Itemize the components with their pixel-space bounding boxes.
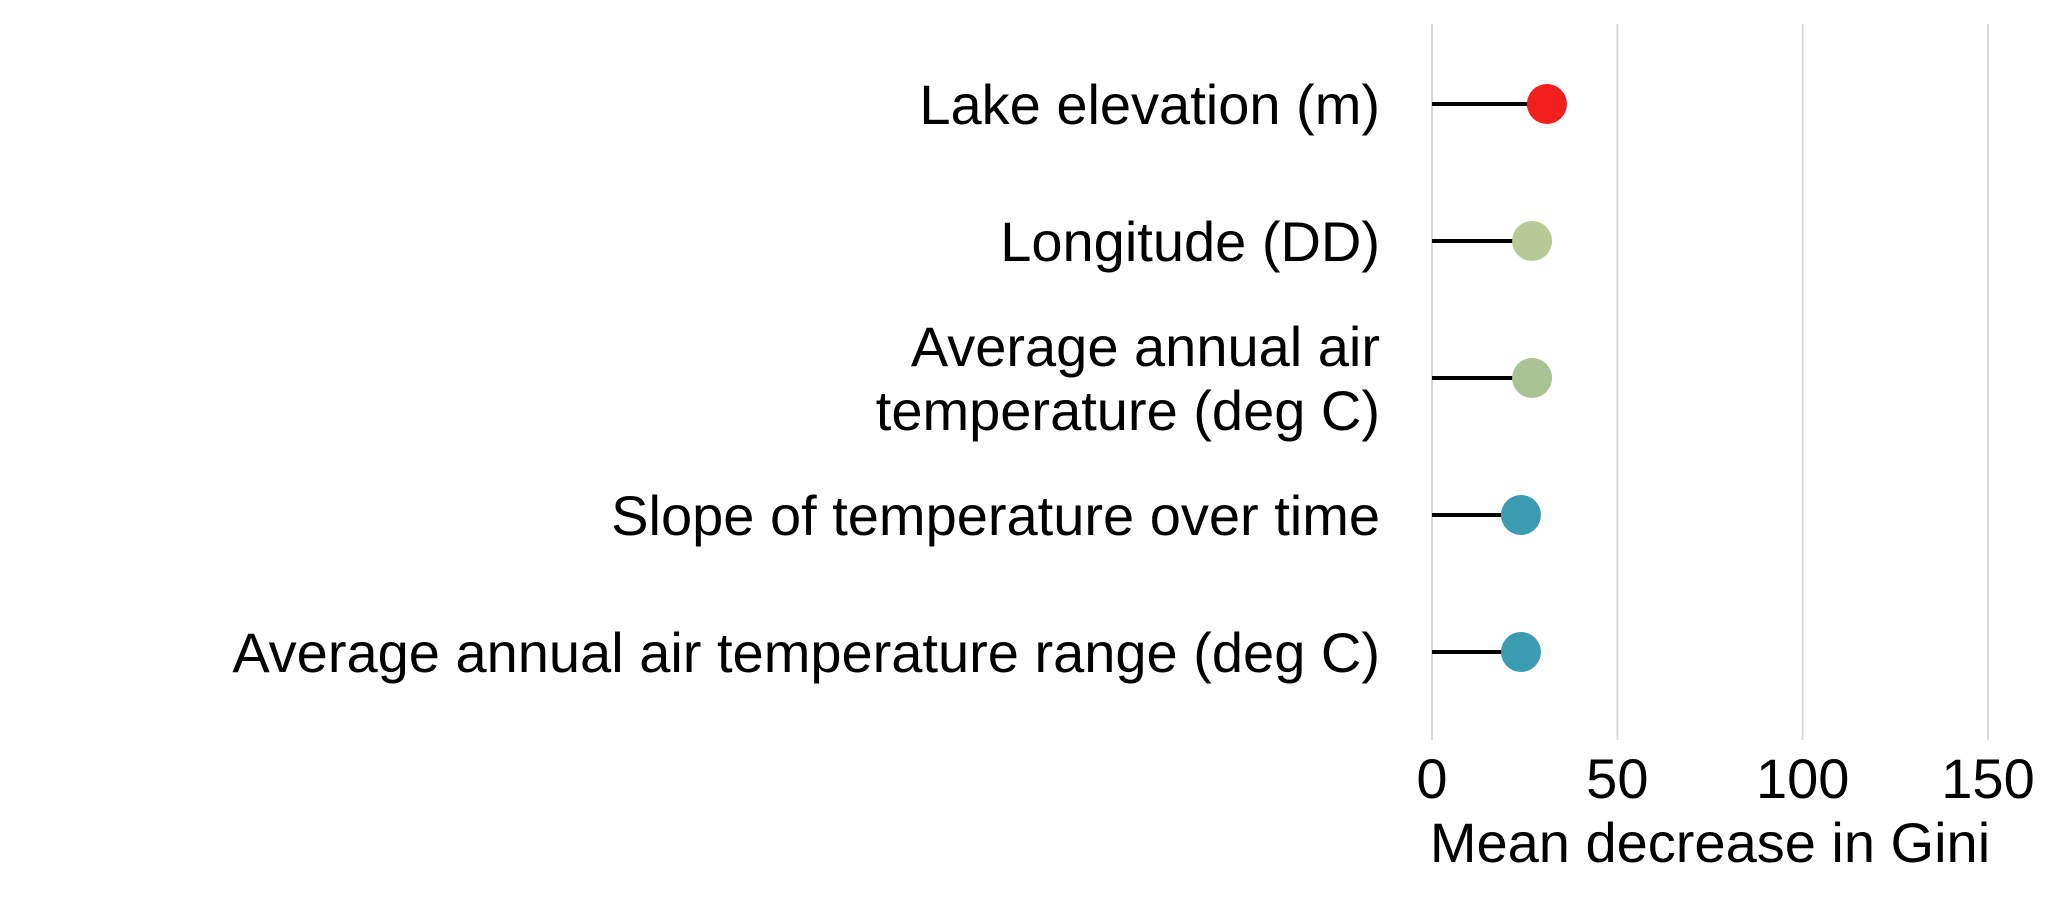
category-label: Slope of temperature over time bbox=[611, 484, 1380, 547]
data-point bbox=[1512, 358, 1553, 398]
x-tick-label: 100 bbox=[1756, 747, 1849, 810]
category-label-line: temperature (deg C) bbox=[876, 379, 1380, 442]
data-point bbox=[1500, 632, 1541, 672]
category-label-line: Lake elevation (m) bbox=[919, 73, 1380, 136]
category-label-line: Average annual air bbox=[911, 315, 1380, 378]
category-label: Average annual air temperature range (de… bbox=[232, 621, 1380, 684]
x-tick-labels: 0 50 100 150 bbox=[1416, 747, 2034, 810]
data-point bbox=[1500, 495, 1541, 535]
category-label: Longitude (DD) bbox=[1000, 210, 1380, 273]
data-point bbox=[1526, 84, 1567, 124]
gridlines bbox=[1431, 24, 1989, 740]
category-label-line: Average annual air temperature range (de… bbox=[232, 621, 1380, 684]
data-point bbox=[1512, 221, 1553, 261]
data-points bbox=[1500, 84, 1567, 672]
x-tick-label: 0 bbox=[1416, 747, 1447, 810]
category-label: Average annual air temperature (deg C) bbox=[876, 315, 1380, 442]
x-axis-title: Mean decrease in Gini bbox=[1430, 811, 1990, 874]
x-tick-label: 150 bbox=[1941, 747, 2034, 810]
category-label-line: Longitude (DD) bbox=[1000, 210, 1380, 273]
category-label-line: Slope of temperature over time bbox=[611, 484, 1380, 547]
category-labels: Lake elevation (m) Longitude (DD) Average … bbox=[232, 73, 1380, 684]
category-label: Lake elevation (m) bbox=[919, 73, 1380, 136]
x-tick-label: 50 bbox=[1586, 747, 1648, 810]
